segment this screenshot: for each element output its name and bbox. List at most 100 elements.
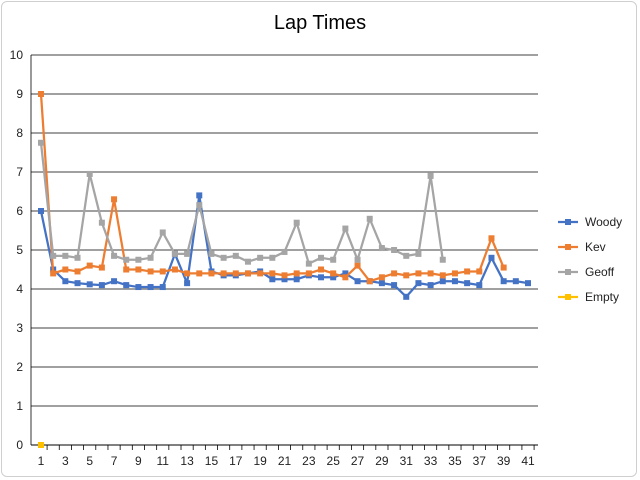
data-point [123,256,130,263]
data-point [439,278,446,285]
data-point [111,196,118,203]
legend-label: Woody [585,215,622,229]
data-point [135,256,142,263]
data-point [354,262,361,269]
data-point [439,256,446,263]
x-tick-label: 41 [521,454,535,468]
data-point [86,170,93,177]
data-point [500,264,507,271]
data-point [427,282,434,289]
y-tick-label: 0 [16,438,23,452]
data-point [184,280,191,287]
data-point [135,284,142,291]
data-point [464,268,471,275]
data-point [439,272,446,279]
data-point [281,248,288,255]
series-line-geoff [39,142,444,265]
data-point [38,208,44,214]
series-woody [38,192,531,300]
data-point [403,252,410,259]
x-tick-label: 13 [180,454,194,468]
legend-entry-kev: Kev [558,240,606,254]
data-point [86,262,93,269]
data-point [196,270,203,277]
data-point [257,270,264,277]
data-point [415,280,422,287]
data-point [196,202,203,209]
y-tick-label: 7 [16,165,23,179]
data-point [62,278,69,285]
x-tick-label: 1 [38,454,45,468]
data-point [330,274,337,281]
x-tick-label: 25 [327,454,341,468]
y-tick-label: 1 [16,399,23,413]
data-point [257,254,264,261]
data-point [171,250,178,257]
x-tick-label: 3 [62,454,69,468]
y-tick-label: 3 [16,321,23,335]
data-point [38,91,44,97]
data-point [196,192,203,199]
legend: Woody Kev Geoff Empty [558,215,622,304]
x-tick-label: 35 [448,454,462,468]
legend-label: Geoff [585,265,615,279]
data-point [123,266,130,273]
data-point [366,215,373,222]
data-point [74,254,81,261]
data-point [147,254,154,261]
data-point [318,254,325,261]
legend-marker [565,219,571,225]
data-point [464,280,471,287]
data-point [451,278,458,285]
data-point [525,280,531,287]
data-point [111,278,118,285]
data-point [208,270,215,277]
data-point [403,272,410,279]
data-point [354,278,361,285]
legend-label: Empty [585,290,619,304]
data-point [232,270,239,277]
data-point [86,281,93,288]
data-point [50,252,57,259]
data-point [476,282,483,289]
data-point [488,254,495,261]
data-point [305,260,312,267]
legend-entry-woody: Woody [558,215,622,229]
data-point [281,272,288,279]
x-tick-label: 15 [205,454,219,468]
data-point [159,284,166,291]
data-point [220,254,227,261]
y-tick-label: 5 [16,243,23,257]
x-tick-label: 11 [157,454,170,468]
data-point [98,219,105,226]
data-point [135,266,142,273]
data-point [354,256,361,263]
data-point [62,266,69,273]
data-point [378,274,385,281]
x-tick-label: 31 [400,454,414,468]
data-point [427,172,434,179]
data-point [208,250,215,257]
data-point [391,247,398,253]
series-geoff [38,139,446,267]
data-point [147,268,154,275]
series-kev [38,91,507,285]
data-point [391,270,398,277]
data-point [512,278,519,285]
data-point [269,254,276,261]
gridlines [31,54,538,407]
data-point [220,270,227,277]
data-point [98,264,105,271]
data-point [451,270,458,277]
data-point [62,252,69,259]
data-point [74,268,81,275]
data-point [111,252,118,259]
data-point [318,274,325,281]
data-point [38,139,44,146]
data-point [342,274,349,281]
data-point [184,250,191,257]
series-layer [38,91,531,448]
data-point [123,282,130,289]
legend-marker [565,244,571,250]
legend-marker [565,269,571,275]
